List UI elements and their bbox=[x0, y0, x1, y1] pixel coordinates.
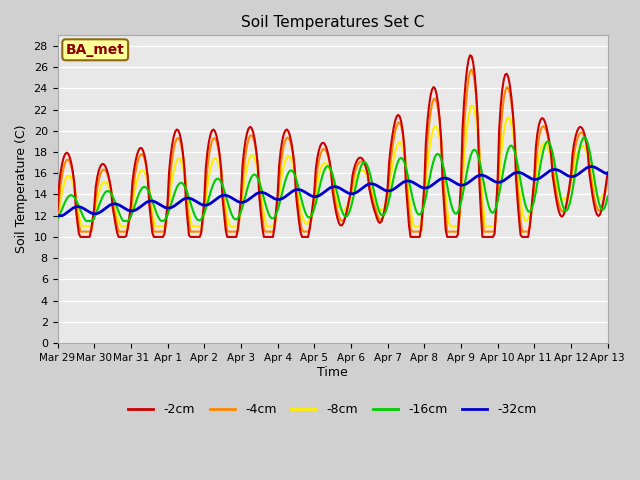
Legend: -2cm, -4cm, -8cm, -16cm, -32cm: -2cm, -4cm, -8cm, -16cm, -32cm bbox=[124, 398, 542, 421]
X-axis label: Time: Time bbox=[317, 365, 348, 379]
Title: Soil Temperatures Set C: Soil Temperatures Set C bbox=[241, 15, 424, 30]
Text: BA_met: BA_met bbox=[66, 43, 125, 57]
Y-axis label: Soil Temperature (C): Soil Temperature (C) bbox=[15, 125, 28, 253]
